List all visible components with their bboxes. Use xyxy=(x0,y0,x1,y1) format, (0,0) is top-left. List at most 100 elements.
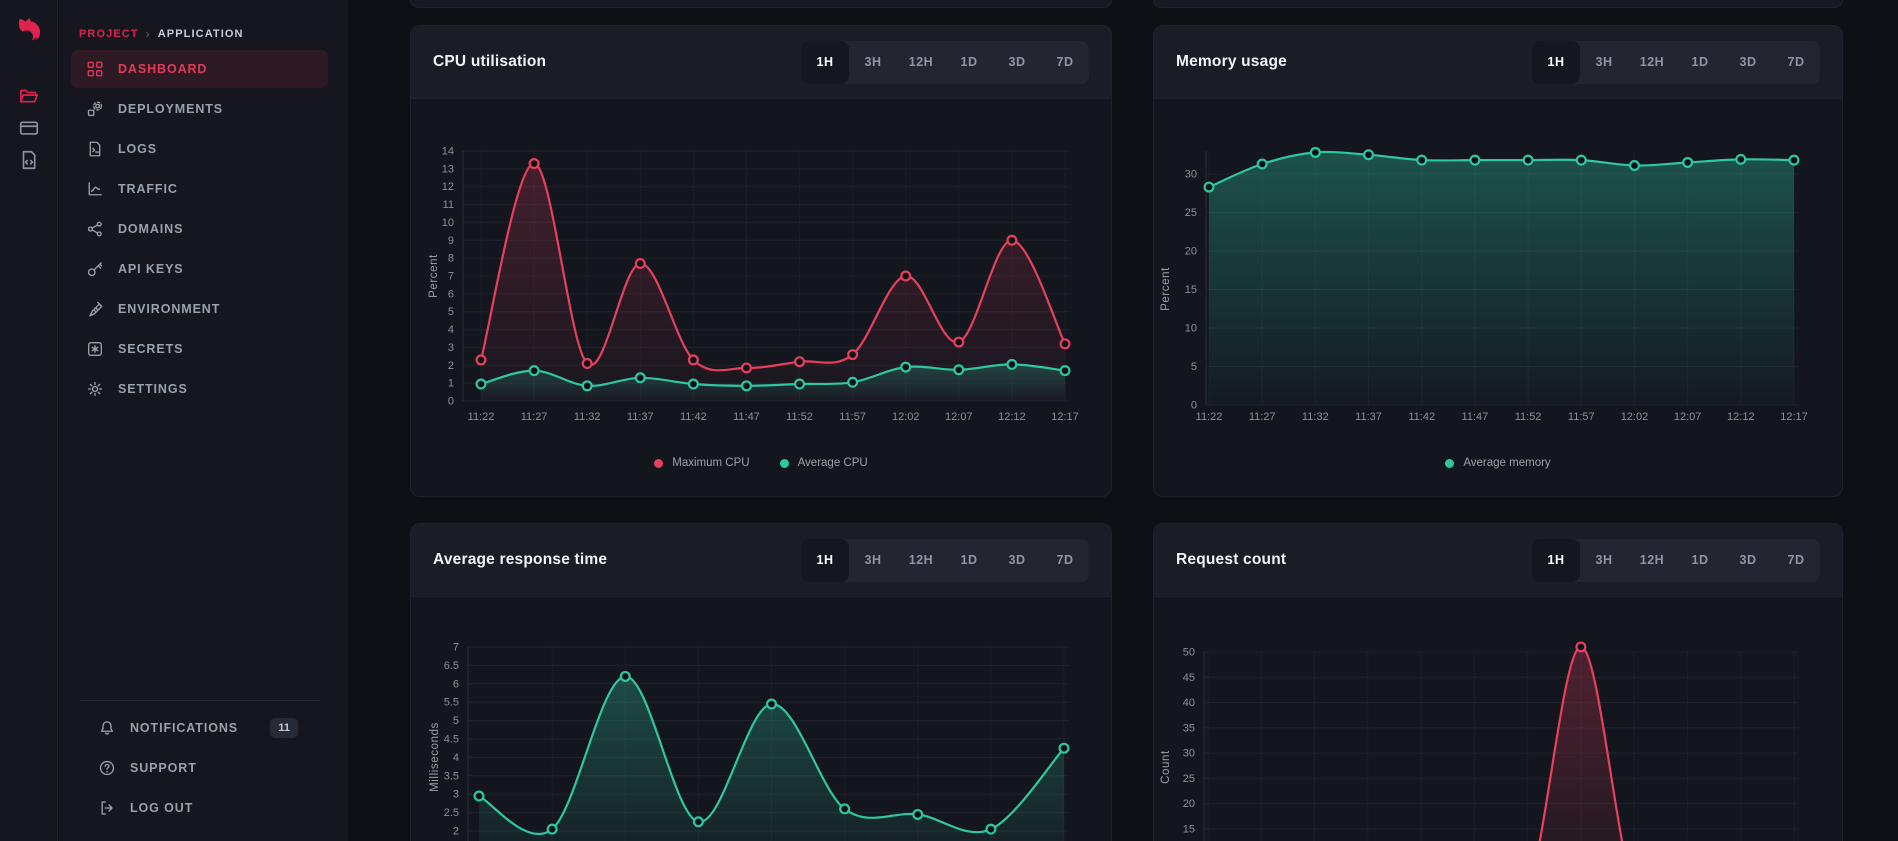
sidebar-item-secrets[interactable]: SECRETS xyxy=(71,330,328,368)
breadcrumb-application[interactable]: APPLICATION xyxy=(157,28,244,40)
range-button-1h[interactable]: 1H xyxy=(1532,538,1580,582)
deployments-icon xyxy=(86,100,104,118)
sidebar-item-domains[interactable]: DOMAINS xyxy=(71,210,328,248)
range-button-7d[interactable]: 7D xyxy=(1772,41,1820,84)
data-point-marker xyxy=(1203,181,1215,193)
range-button-1h[interactable]: 1H xyxy=(801,538,849,582)
data-point-marker xyxy=(1006,234,1018,246)
legend-label: Average memory xyxy=(1463,457,1551,469)
range-button-7d[interactable]: 7D xyxy=(1041,41,1089,84)
range-button-1d[interactable]: 1D xyxy=(945,539,993,582)
x-tick-label: 11:52 xyxy=(786,411,813,423)
y-tick-label: 20 xyxy=(1183,798,1195,810)
environment-icon xyxy=(86,300,104,318)
sidebar-item-environment[interactable]: ENVIRONMENT xyxy=(71,290,328,328)
y-tick-label: 6 xyxy=(448,288,454,300)
data-point-marker xyxy=(634,372,646,384)
sidebar-item-logs[interactable]: LOGS xyxy=(71,130,328,168)
range-button-3h[interactable]: 3H xyxy=(849,41,897,84)
data-point-marker xyxy=(1059,365,1071,377)
range-button-1d[interactable]: 1D xyxy=(1676,539,1724,582)
credit-card-icon[interactable] xyxy=(18,117,40,139)
sidebar-item-label: SUPPORT xyxy=(130,761,197,775)
range-button-1h[interactable]: 1H xyxy=(1532,40,1580,84)
data-point-marker xyxy=(1469,154,1481,166)
y-tick-label: 4 xyxy=(448,324,454,336)
x-tick-label: 11:32 xyxy=(574,411,601,423)
range-button-3h[interactable]: 3H xyxy=(1580,539,1628,582)
range-button-7d[interactable]: 7D xyxy=(1041,539,1089,582)
y-tick-label: 30 xyxy=(1183,748,1195,760)
data-point-marker xyxy=(766,698,778,710)
x-tick-label: 11:37 xyxy=(627,411,654,423)
x-tick-label: 12:02 xyxy=(892,411,920,423)
range-button-3d[interactable]: 3D xyxy=(993,539,1041,582)
range-button-3d[interactable]: 3D xyxy=(1724,539,1772,582)
y-tick-label: 45 xyxy=(1183,672,1195,684)
sidebar-item-traffic[interactable]: TRAFFIC xyxy=(71,170,328,208)
folder-open-icon[interactable] xyxy=(18,85,40,107)
legend-item[interactable]: Average CPU xyxy=(779,457,868,469)
sidebar-item-deployments[interactable]: DEPLOYMENTS xyxy=(71,90,328,128)
sidebar-item-label: SECRETS xyxy=(118,342,184,356)
y-tick-label: 30 xyxy=(1185,169,1197,181)
data-point-marker xyxy=(794,378,806,390)
file-code-icon[interactable] xyxy=(18,149,40,171)
data-point-marker xyxy=(740,380,752,392)
y-tick-label: 15 xyxy=(1185,284,1197,296)
y-tick-label: 15 xyxy=(1183,824,1195,836)
notifications-badge: 11 xyxy=(270,718,298,738)
x-tick-label: 11:27 xyxy=(521,411,548,423)
x-tick-label: 11:32 xyxy=(1302,411,1329,423)
range-button-12h[interactable]: 12H xyxy=(1628,539,1676,582)
sidebar-item-label: LOGS xyxy=(118,142,158,156)
sidebar-item-api-keys[interactable]: API KEYS xyxy=(71,250,328,288)
legend-label: Average CPU xyxy=(797,457,868,469)
range-button-1h[interactable]: 1H xyxy=(801,40,849,84)
range-button-3d[interactable]: 3D xyxy=(993,41,1041,84)
x-tick-label: 11:22 xyxy=(468,411,495,423)
data-point-marker xyxy=(953,336,965,348)
range-button-1d[interactable]: 1D xyxy=(1676,41,1724,84)
breadcrumb-project[interactable]: PROJECT xyxy=(79,28,139,40)
x-tick-label: 12:12 xyxy=(1727,411,1755,423)
data-point-marker xyxy=(900,270,912,282)
secrets-icon xyxy=(86,340,104,358)
y-axis-title: Milliseconds xyxy=(429,722,441,792)
sidebar-item-label: ENVIRONMENT xyxy=(118,302,221,316)
sidebar-item-settings[interactable]: SETTINGS xyxy=(71,370,328,408)
y-tick-label: 7 xyxy=(453,642,459,654)
range-button-12h[interactable]: 12H xyxy=(897,41,945,84)
sidebar-item-notifications[interactable]: NOTIFICATIONS 11 xyxy=(83,709,308,747)
sidebar-item-label: NOTIFICATIONS xyxy=(130,721,238,735)
y-tick-label: 4.5 xyxy=(444,734,459,746)
data-point-marker xyxy=(1363,149,1375,161)
sidebar-item-label: SETTINGS xyxy=(118,382,188,396)
data-point-marker xyxy=(847,349,859,361)
card-title: Memory usage xyxy=(1176,53,1287,70)
logs-icon xyxy=(86,140,104,158)
range-button-7d[interactable]: 7D xyxy=(1772,539,1820,582)
range-button-3d[interactable]: 3D xyxy=(1724,41,1772,84)
legend-item[interactable]: Average memory xyxy=(1445,457,1551,469)
y-tick-label: 6 xyxy=(453,678,459,690)
range-button-1d[interactable]: 1D xyxy=(945,41,993,84)
data-point-marker xyxy=(1416,154,1428,166)
legend-item[interactable]: Maximum CPU xyxy=(654,457,750,469)
x-tick-label: 12:07 xyxy=(1674,411,1702,423)
sidebar-item-logout[interactable]: LOG OUT xyxy=(83,789,308,827)
range-button-12h[interactable]: 12H xyxy=(1628,41,1676,84)
range-button-3h[interactable]: 3H xyxy=(849,539,897,582)
data-point-marker xyxy=(475,378,487,390)
response-chart-svg: 2 2.5 3 3.5 4 4.5 5 5.5 6 6.5 7 Milliseconds xyxy=(429,642,1070,841)
range-button-3h[interactable]: 3H xyxy=(1580,41,1628,84)
y-tick-label: 5 xyxy=(448,306,454,318)
data-point-marker xyxy=(1575,641,1587,653)
range-button-12h[interactable]: 12H xyxy=(897,539,945,582)
y-tick-label: 4 xyxy=(453,752,459,764)
time-range-group: 1H 3H 12H 1D 3D 7D xyxy=(801,538,1089,582)
sidebar-item-support[interactable]: SUPPORT xyxy=(83,749,308,787)
time-range-group: 1H 3H 12H 1D 3D 7D xyxy=(1532,538,1820,582)
sidebar-item-dashboard[interactable]: DASHBOARD xyxy=(71,50,328,88)
